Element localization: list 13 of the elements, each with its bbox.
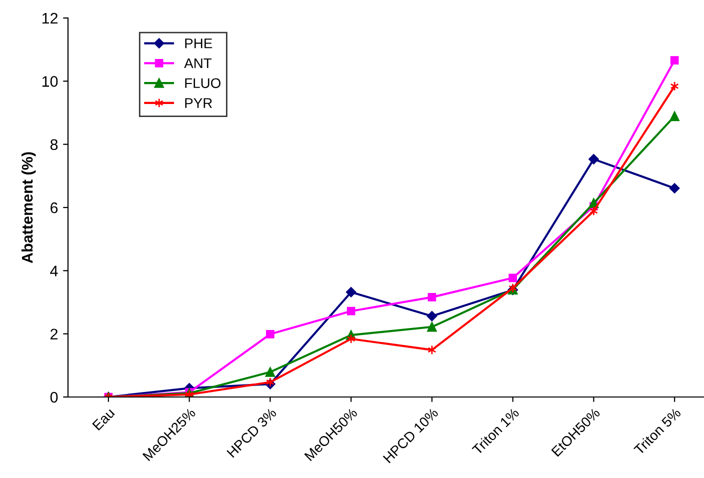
legend-label: FLUO [185, 78, 220, 88]
y-tick-label: 10 [42, 76, 58, 87]
legend-label: PYR [185, 98, 212, 108]
y-tick-label: 0 [50, 392, 58, 403]
legend-label: PHE [185, 38, 212, 48]
y-tick-label: 6 [50, 202, 58, 214]
x-tick-label: Eau [92, 408, 115, 431]
legend-label: ANT [184, 58, 212, 68]
y-tick-label: 2 [50, 328, 58, 340]
y-tick-label: 4 [50, 266, 58, 276]
y-tick-label: 8 [50, 139, 58, 150]
y-tick-label: 12 [42, 12, 58, 24]
y-axis-title: Abattement (%) [21, 152, 36, 264]
